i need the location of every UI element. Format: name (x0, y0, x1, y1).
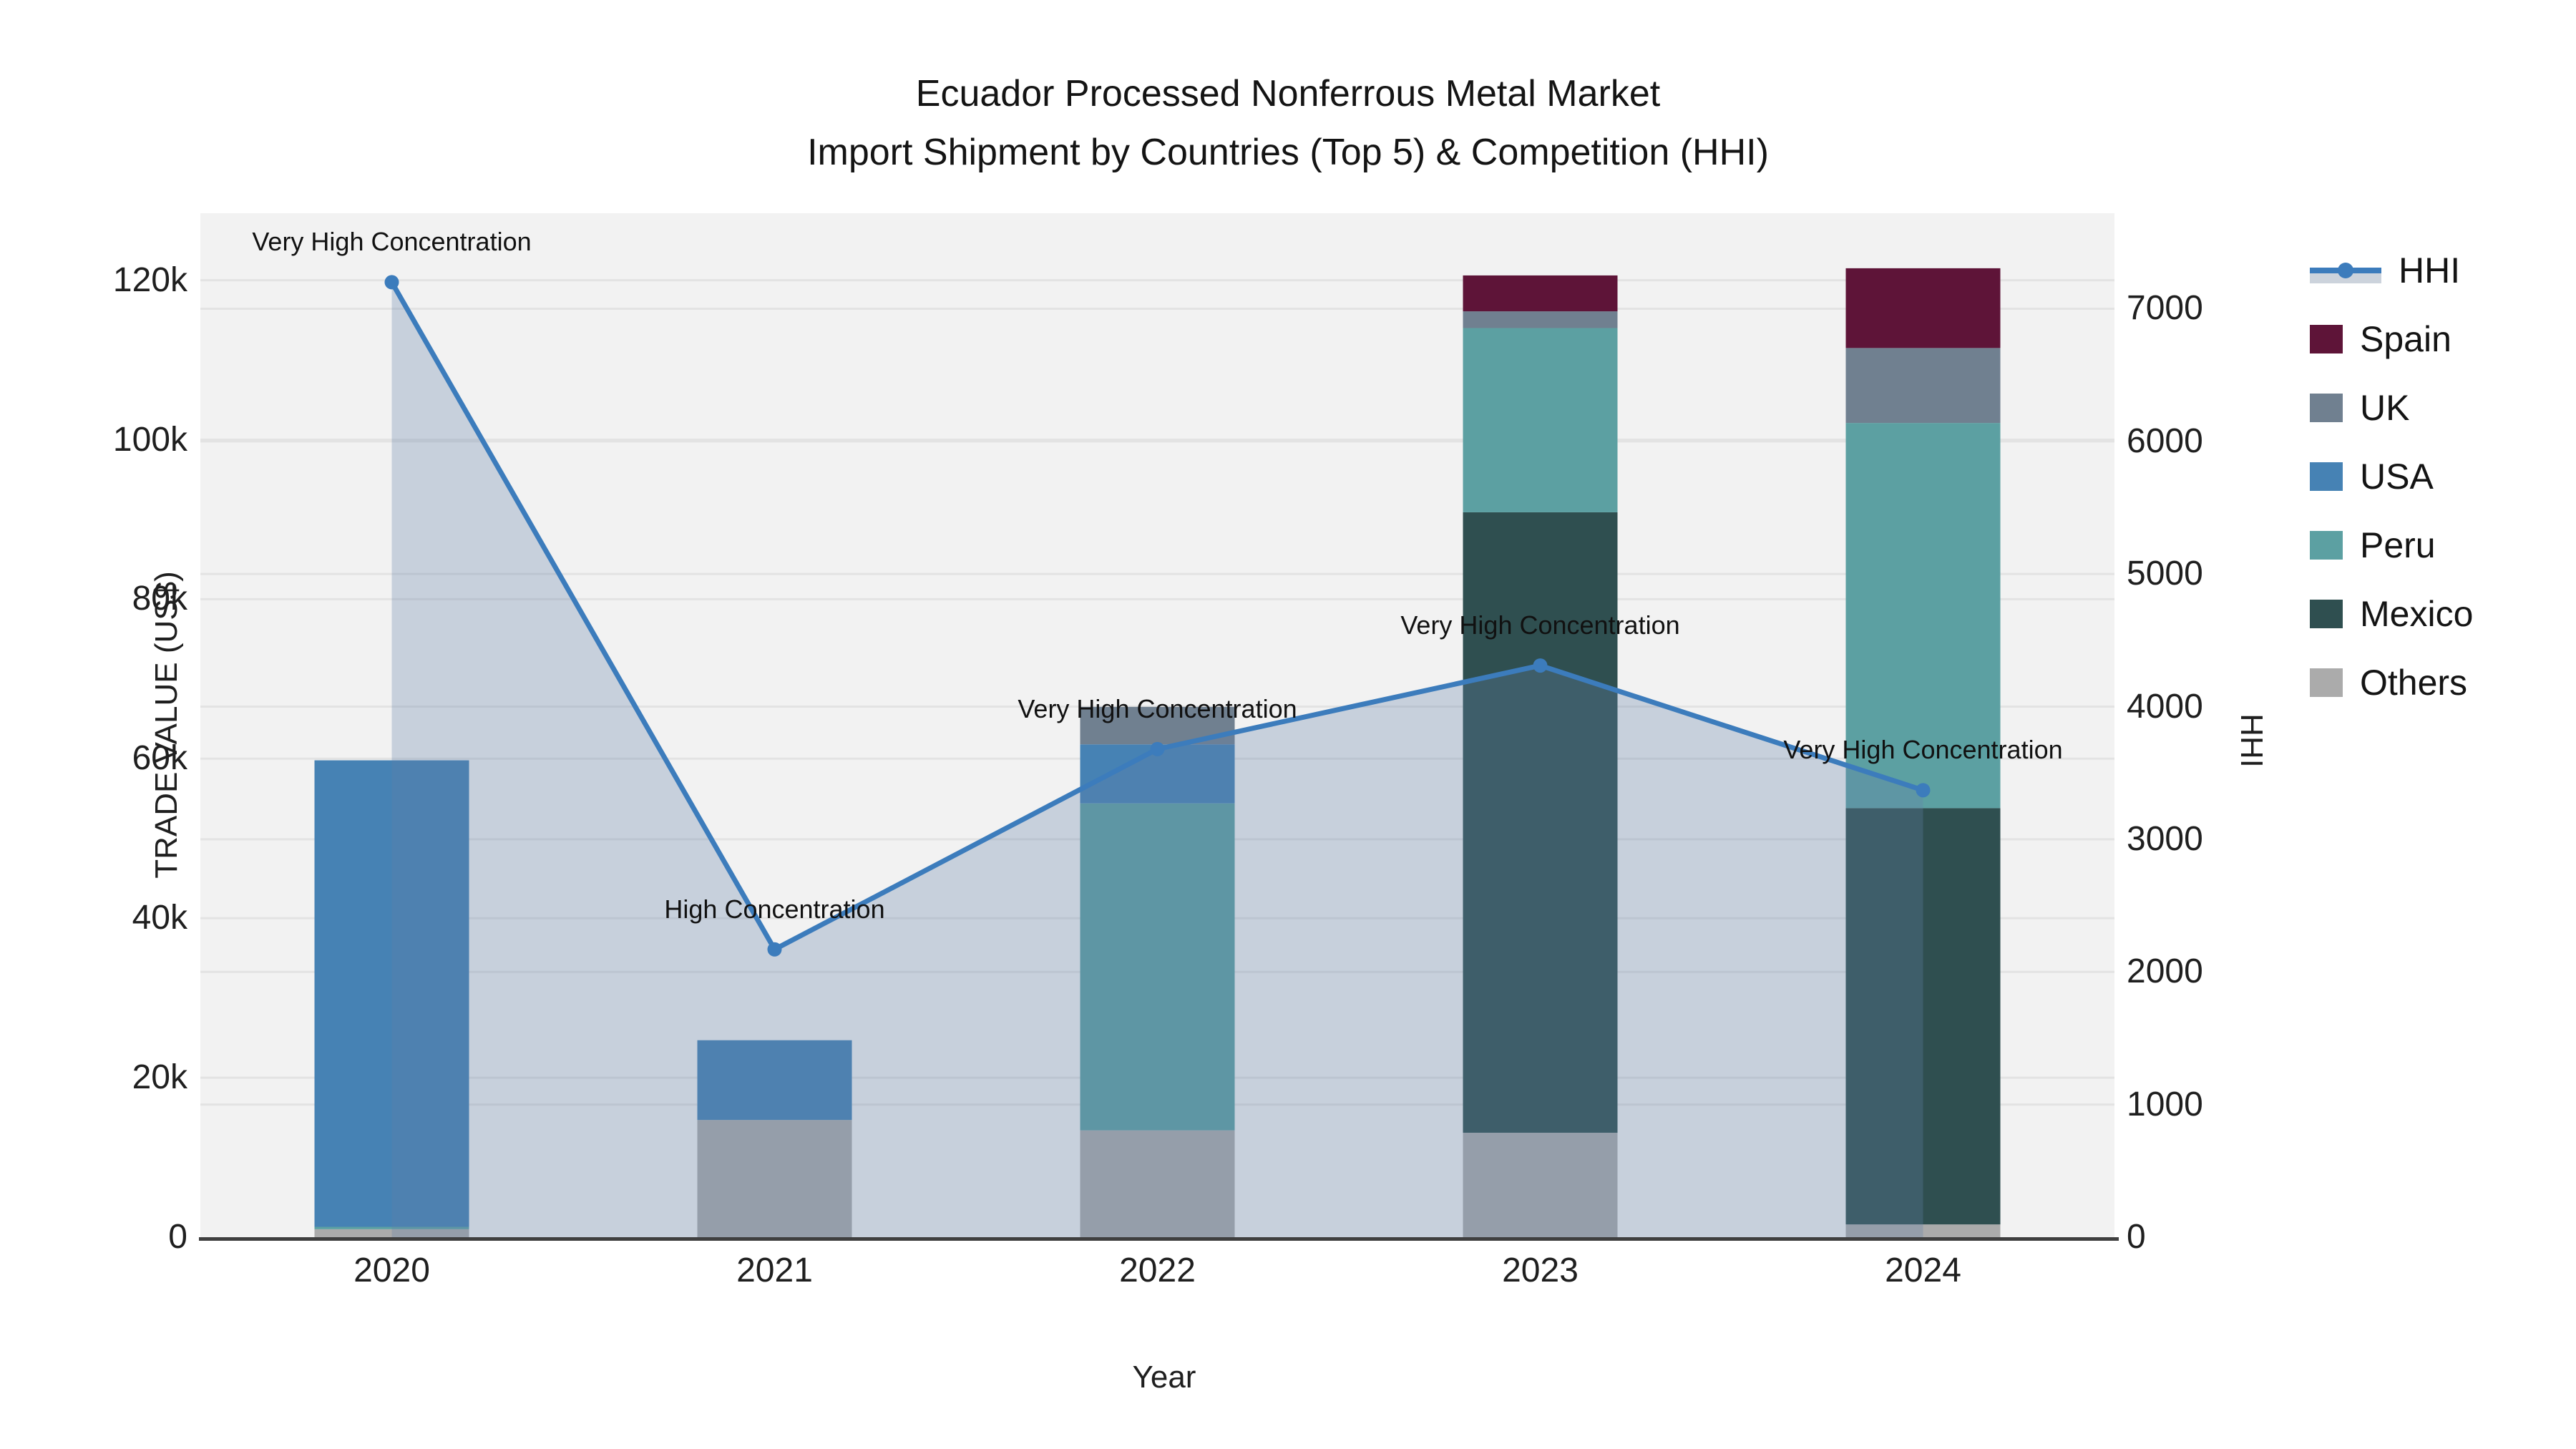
bar-segment-peru-2020[interactable] (314, 1226, 469, 1229)
y-right-tick-7000: 7000 (2127, 289, 2203, 328)
bar-segment-peru-2024[interactable] (1845, 423, 2001, 809)
legend-label-uk: UK (2360, 388, 2410, 428)
bar-segment-mexico-2023[interactable] (1463, 512, 1618, 1133)
bar-segment-others-2021[interactable] (697, 1120, 852, 1237)
y-left-tick-120k: 120k (112, 260, 187, 299)
bar-segment-others-2020[interactable] (314, 1229, 469, 1237)
bar-segment-others-2022[interactable] (1080, 1130, 1235, 1237)
annotation-2023: Very High Concentration (1400, 610, 1680, 640)
annotation-2024: Very High Concentration (1783, 735, 2063, 765)
legend-label-others: Others (2360, 663, 2468, 703)
bar-segment-usa-2021[interactable] (697, 1040, 852, 1121)
hhi-marker-2024[interactable] (1916, 783, 1931, 798)
legend-swatch-mexico (2310, 600, 2343, 628)
y-right-tick-4000: 4000 (2127, 687, 2203, 726)
legend-label-usa: USA (2360, 457, 2434, 497)
legend-label-hhi: HHI (2399, 250, 2461, 291)
bar-segment-peru-2023[interactable] (1463, 328, 1618, 512)
chart-title-line1: Ecuador Processed Nonferrous Metal Marke… (915, 73, 1661, 114)
y-left-tick-60k: 60k (132, 739, 187, 778)
y-left-tick-40k: 40k (132, 899, 187, 937)
bar-segment-spain-2023[interactable] (1463, 275, 1618, 312)
hhi-area-fill (391, 282, 1923, 1237)
y-left-tick-0: 0 (168, 1218, 187, 1256)
bar-segment-spain-2024[interactable] (1845, 268, 2001, 348)
bar-segment-others-2024[interactable] (1845, 1224, 2001, 1237)
chart-title-line2: Import Shipment by Countries (Top 5) & C… (807, 132, 1769, 173)
x-axis-title: Year (1132, 1360, 1196, 1395)
y-right-tick-0: 0 (2127, 1218, 2146, 1256)
legend-item-usa[interactable]: USA (2310, 442, 2473, 511)
legend-item-uk[interactable]: UK (2310, 374, 2473, 442)
x-tick-2024: 2024 (1885, 1252, 1961, 1289)
legend-item-spain[interactable]: Spain (2310, 305, 2473, 374)
annotation-2022: Very High Concentration (1018, 693, 1297, 723)
legend: HHI Spain UK USA Peru Mexico Others (2310, 236, 2473, 717)
y-right-tick-6000: 6000 (2127, 421, 2203, 460)
x-tick-2023: 2023 (1502, 1252, 1579, 1289)
x-tick-2021: 2021 (736, 1252, 813, 1289)
bar-segment-uk-2023[interactable] (1463, 311, 1618, 328)
y-left-tick-100k: 100k (112, 420, 187, 459)
bar-segment-uk-2024[interactable] (1845, 348, 2001, 424)
chart-title: Ecuador Processed Nonferrous Metal Marke… (0, 64, 2576, 182)
hhi-line-legend-glyph (2310, 263, 2381, 283)
legend-item-others[interactable]: Others (2310, 648, 2473, 717)
hhi-marker-2020[interactable] (384, 275, 399, 290)
x-tick-2022: 2022 (1119, 1252, 1196, 1289)
y-axis-title-left: TRADE VALUE (US$) (148, 571, 184, 879)
legend-swatch-usa (2310, 462, 2343, 491)
bar-segment-peru-2022[interactable] (1080, 803, 1235, 1131)
y-left-tick-20k: 20k (132, 1058, 187, 1097)
y-left-tick-80k: 80k (132, 580, 187, 618)
hhi-marker-2022[interactable] (1150, 741, 1165, 756)
legend-item-mexico[interactable]: Mexico (2310, 580, 2473, 648)
x-tick-2020: 2020 (353, 1252, 430, 1289)
y-right-tick-1000: 1000 (2127, 1085, 2203, 1123)
y-right-tick-3000: 3000 (2127, 819, 2203, 858)
y-axis-title-right: HHI (2233, 713, 2269, 768)
legend-item-hhi[interactable]: HHI (2310, 236, 2473, 305)
hhi-marker-2023[interactable] (1533, 658, 1548, 673)
y-right-tick-5000: 5000 (2127, 555, 2203, 593)
legend-swatch-peru (2310, 531, 2343, 560)
legend-swatch-spain (2310, 325, 2343, 353)
bar-segment-mexico-2024[interactable] (1845, 808, 2001, 1225)
legend-swatch-uk (2310, 394, 2343, 422)
annotation-2020: Very High Concentration (252, 227, 532, 257)
legend-swatch-others (2310, 668, 2343, 697)
legend-label-mexico: Mexico (2360, 594, 2474, 634)
hhi-marker-2021[interactable] (767, 942, 782, 957)
x-axis-line (199, 1237, 2119, 1241)
bar-segment-usa-2020[interactable] (314, 760, 469, 1227)
legend-label-spain: Spain (2360, 319, 2451, 359)
y-right-tick-2000: 2000 (2127, 952, 2203, 991)
legend-label-peru: Peru (2360, 525, 2436, 565)
annotation-2021: High Concentration (664, 894, 885, 924)
legend-item-peru[interactable]: Peru (2310, 511, 2473, 580)
bar-segment-others-2023[interactable] (1463, 1133, 1618, 1237)
